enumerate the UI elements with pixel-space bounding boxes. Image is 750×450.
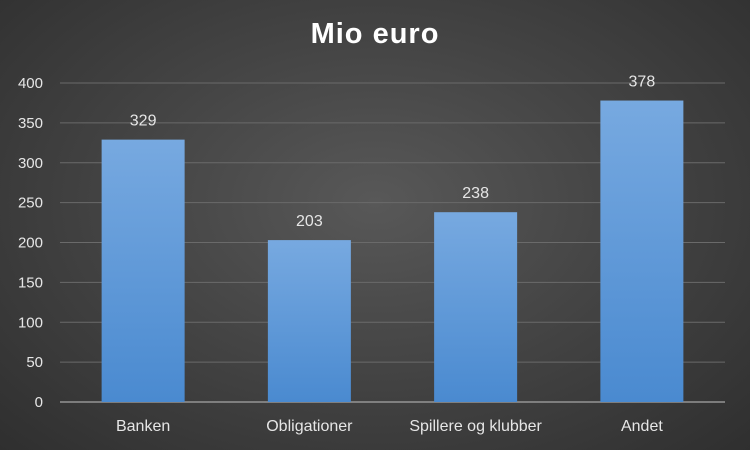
data-label: 203 [296, 213, 323, 230]
y-tick-label: 300 [18, 155, 43, 172]
y-axis-ticks: 0 50 100 150 200 250 300 350 400 [18, 75, 43, 411]
data-labels: 329 203 238 378 [130, 74, 656, 231]
y-tick-label: 100 [18, 314, 43, 331]
bar [267, 240, 351, 402]
y-tick-label: 350 [18, 115, 43, 132]
bars [101, 100, 684, 403]
y-tick-label: 50 [26, 354, 43, 371]
y-tick-label: 150 [18, 274, 43, 291]
y-tick-label: 250 [18, 195, 43, 212]
y-tick-label: 400 [18, 75, 43, 92]
bar [600, 100, 684, 403]
x-tick-label: Spillere og klubber [409, 418, 542, 435]
bar [101, 139, 185, 402]
y-tick-label: 0 [35, 394, 43, 411]
bar [434, 212, 518, 402]
data-label: 329 [130, 113, 157, 130]
chart-title: Mio euro [310, 18, 440, 50]
x-tick-label: Banken [116, 418, 170, 435]
x-tick-label: Andet [621, 418, 663, 435]
x-tick-label: Obligationer [266, 418, 353, 435]
data-label: 238 [462, 185, 489, 202]
x-axis-ticks: Banken Obligationer Spillere og klubber And… [116, 418, 663, 435]
y-tick-label: 200 [18, 235, 43, 252]
data-label: 378 [629, 74, 656, 91]
